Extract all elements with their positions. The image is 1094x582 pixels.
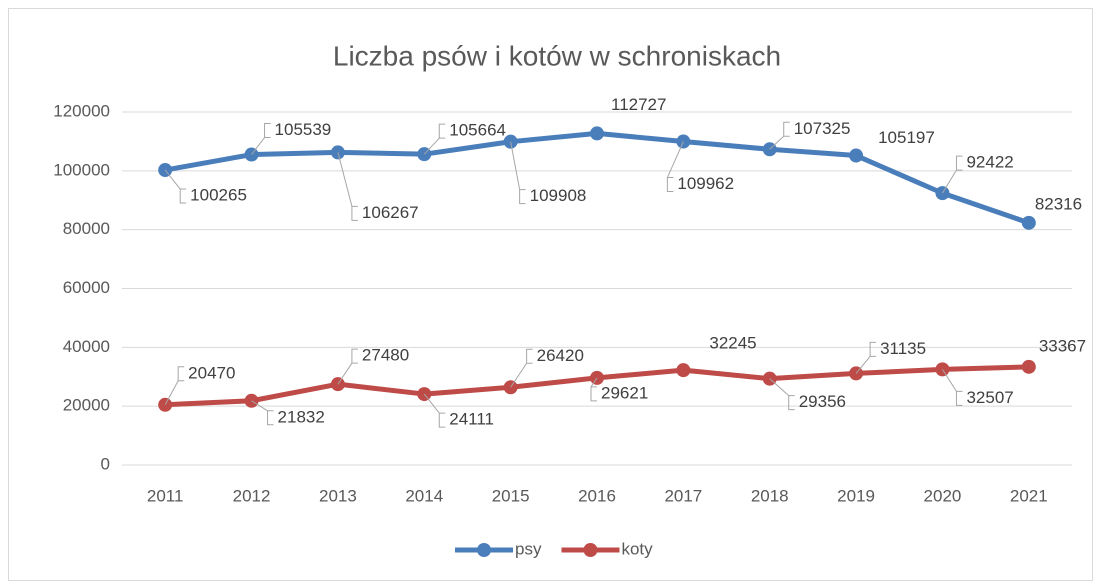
- y-tick-label: 80000: [63, 219, 110, 238]
- leader-line: [164, 380, 179, 406]
- x-tick-label: 2017: [664, 486, 702, 505]
- data-label: 20470: [188, 363, 235, 382]
- leader-line: [177, 366, 185, 382]
- x-tick-label: 2013: [319, 486, 357, 505]
- leader-line: [526, 348, 533, 364]
- y-tick-label: 20000: [63, 396, 110, 415]
- x-tick-label: 2019: [837, 486, 875, 505]
- leader-line: [942, 369, 957, 392]
- data-label: 109908: [530, 186, 587, 205]
- x-tick-label: 2021: [1010, 486, 1048, 505]
- x-tick-label: 2012: [233, 486, 271, 505]
- chart-border: [8, 8, 1093, 581]
- x-tick-label: 2015: [492, 486, 530, 505]
- leader-line: [788, 395, 795, 411]
- leader-line: [942, 169, 957, 194]
- data-label: 92422: [966, 153, 1013, 172]
- data-label: 24111: [449, 410, 494, 429]
- y-tick-label: 0: [101, 454, 110, 473]
- data-label: 33367: [1039, 336, 1086, 355]
- x-tick-label: 2011: [147, 486, 184, 505]
- leader-line: [769, 135, 785, 150]
- data-label: 32245: [709, 334, 756, 353]
- data-label: 109962: [677, 174, 734, 193]
- marker: [676, 363, 691, 378]
- leader-line: [666, 141, 684, 178]
- chart-title: Liczba psów i kotów w schroniskach: [333, 40, 781, 71]
- leader-line: [783, 121, 790, 137]
- leader-line: [251, 137, 265, 155]
- leader-line: [955, 155, 963, 171]
- leader-line: [438, 123, 446, 139]
- leader-line: [510, 363, 528, 388]
- leader-line: [955, 390, 963, 406]
- y-tick-label: 120000: [53, 101, 110, 120]
- data-label: 26420: [537, 346, 584, 365]
- y-tick-label: 100000: [53, 160, 110, 179]
- data-label: 27480: [362, 346, 409, 365]
- x-tick-label: 2014: [405, 486, 443, 505]
- data-label: 105664: [449, 121, 506, 140]
- y-tick-label: 40000: [63, 337, 110, 356]
- data-label: 112727: [611, 95, 666, 114]
- leader-line: [337, 362, 353, 385]
- data-label: 105539: [275, 120, 332, 139]
- data-label: 31135: [880, 339, 926, 358]
- leader-line: [179, 188, 187, 204]
- legend-label: koty: [621, 539, 653, 558]
- marker: [1021, 215, 1036, 230]
- marker: [590, 126, 604, 141]
- leader-line: [438, 412, 446, 428]
- x-tick-label: 2016: [578, 486, 616, 505]
- data-label: 29621: [601, 383, 648, 402]
- data-label: 100265: [190, 186, 247, 205]
- legend-marker: [477, 543, 491, 557]
- data-label: 107325: [794, 119, 851, 138]
- legend-label: psy: [515, 539, 542, 558]
- marker: [1021, 359, 1036, 374]
- leader-line: [351, 205, 358, 221]
- leader-line: [264, 123, 271, 139]
- data-label: 29356: [799, 392, 846, 411]
- data-label: 106267: [362, 203, 419, 222]
- leader-line: [267, 410, 274, 426]
- data-label: 105197: [878, 128, 935, 147]
- leader-line: [590, 386, 597, 402]
- data-label: 32507: [966, 388, 1013, 407]
- leader-line: [519, 189, 526, 205]
- leader-line: [351, 348, 358, 364]
- y-tick-label: 60000: [63, 278, 110, 297]
- x-tick-label: 2020: [924, 486, 962, 505]
- leader-line: [164, 169, 181, 190]
- leader-line: [855, 356, 871, 374]
- leader-line: [510, 141, 521, 190]
- leader-line: [423, 393, 440, 414]
- data-label: 82316: [1035, 194, 1082, 213]
- x-tick-label: 2018: [751, 486, 789, 505]
- leader-line: [769, 378, 790, 397]
- leader-line: [666, 177, 674, 193]
- leader-line: [251, 400, 268, 412]
- leader-line: [869, 341, 877, 357]
- legend-marker: [583, 543, 598, 557]
- leader-line: [590, 377, 598, 388]
- leader-line: [423, 137, 440, 155]
- data-label: 21832: [278, 407, 325, 426]
- marker: [849, 148, 864, 163]
- leader-line: [337, 152, 353, 207]
